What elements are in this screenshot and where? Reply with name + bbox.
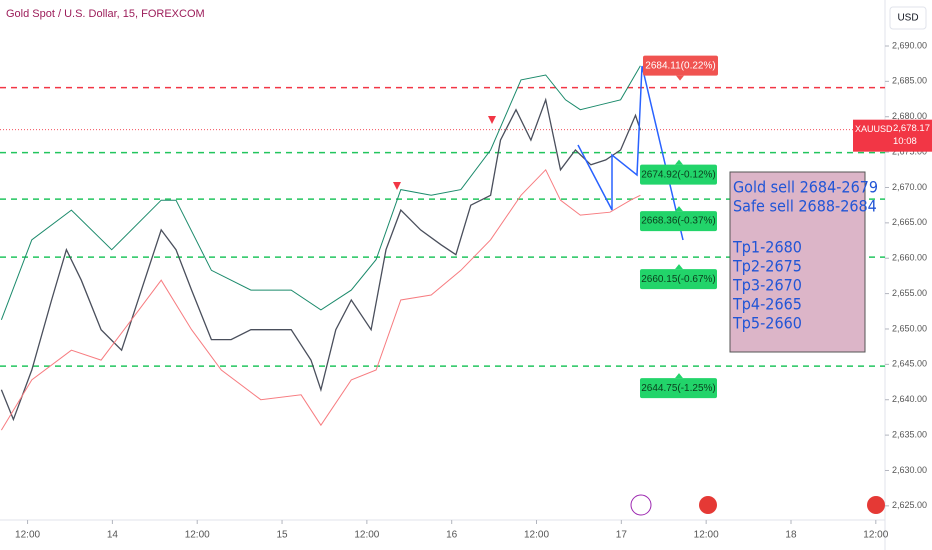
level-label: 2674.92(-0.12%) xyxy=(641,169,716,180)
y-tick-label: 2,645.00 xyxy=(892,359,927,369)
level-label-pointer xyxy=(675,206,683,212)
level-label-pointer xyxy=(675,159,683,165)
x-tick-label: 12:00 xyxy=(694,530,719,541)
x-tick-label: 12:00 xyxy=(15,530,40,541)
symbol-label: XAUUSD xyxy=(855,124,893,134)
level-label: 2668.36(-0.37%) xyxy=(641,216,716,227)
price-line xyxy=(0,168,641,431)
note-line: Tp5-2660 xyxy=(732,314,802,333)
current-price-tag xyxy=(853,119,932,152)
x-tick-label: 12:00 xyxy=(185,530,210,541)
y-tick-label: 2,670.00 xyxy=(892,182,927,192)
y-tick-label: 2,685.00 xyxy=(892,76,927,86)
level-label-box xyxy=(640,378,717,399)
x-tick-label: 17 xyxy=(616,530,628,541)
signal-marker xyxy=(488,116,496,124)
note-line: Gold sell 2684-2679 xyxy=(733,178,878,197)
level-label-box xyxy=(643,55,718,76)
pattern-drawing xyxy=(577,65,684,241)
currency-button[interactable] xyxy=(889,6,927,30)
y-tick-label: 2,680.00 xyxy=(892,111,927,121)
y-tick-label: 2,690.00 xyxy=(892,40,927,50)
level-label-box xyxy=(640,211,717,232)
note-line: Safe sell 2688-2684 xyxy=(733,197,877,216)
note-box xyxy=(729,171,866,353)
note-line: Tp1-2680 xyxy=(732,238,802,257)
price-line xyxy=(0,65,641,320)
y-tick-label: 2,630.00 xyxy=(892,465,927,475)
countdown-label: 10:08 xyxy=(893,136,917,147)
note-line: Tp2-2675 xyxy=(732,257,802,276)
event-icon[interactable] xyxy=(867,496,885,514)
level-label-pointer xyxy=(675,373,683,379)
y-tick-label: 2,660.00 xyxy=(892,253,927,263)
level-label-box xyxy=(640,164,717,185)
current-price-label: 2,678.17 xyxy=(893,123,930,134)
price-line xyxy=(0,97,642,422)
y-tick-label: 2,665.00 xyxy=(892,217,927,227)
event-icon[interactable] xyxy=(699,496,717,514)
level-label-pointer xyxy=(675,264,683,270)
level-label: 2684.11(0.22%) xyxy=(645,60,715,71)
x-tick-label: 12:00 xyxy=(524,530,549,541)
note-line: Tp3-2670 xyxy=(732,276,802,295)
chart-title: Gold Spot / U.S. Dollar, 15, FOREXCOM xyxy=(6,8,205,20)
x-tick-label: 16 xyxy=(446,530,458,541)
x-tick-label: 12:00 xyxy=(354,530,379,541)
event-icon[interactable] xyxy=(630,494,652,516)
y-tick-label: 2,635.00 xyxy=(892,429,927,439)
level-label: 2644.75(-1.25%) xyxy=(641,383,716,394)
level-label: 2660.15(-0.67%) xyxy=(641,274,716,285)
x-tick-label: 15 xyxy=(276,530,288,541)
x-tick-label: 18 xyxy=(785,530,797,541)
currency[interactable]: USD xyxy=(897,13,918,24)
level-label-pointer xyxy=(676,75,684,81)
note-line: Tp4-2665 xyxy=(732,295,802,314)
y-tick-label: 2,655.00 xyxy=(892,288,927,298)
x-tick-label: 14 xyxy=(107,530,119,541)
y-tick-label: 2,640.00 xyxy=(892,394,927,404)
level-label-box xyxy=(640,269,717,290)
signal-marker xyxy=(393,182,401,190)
y-tick-label: 2,625.00 xyxy=(892,500,927,510)
y-tick-label: 2,650.00 xyxy=(892,323,927,333)
x-tick-label: 12:00 xyxy=(863,530,888,541)
